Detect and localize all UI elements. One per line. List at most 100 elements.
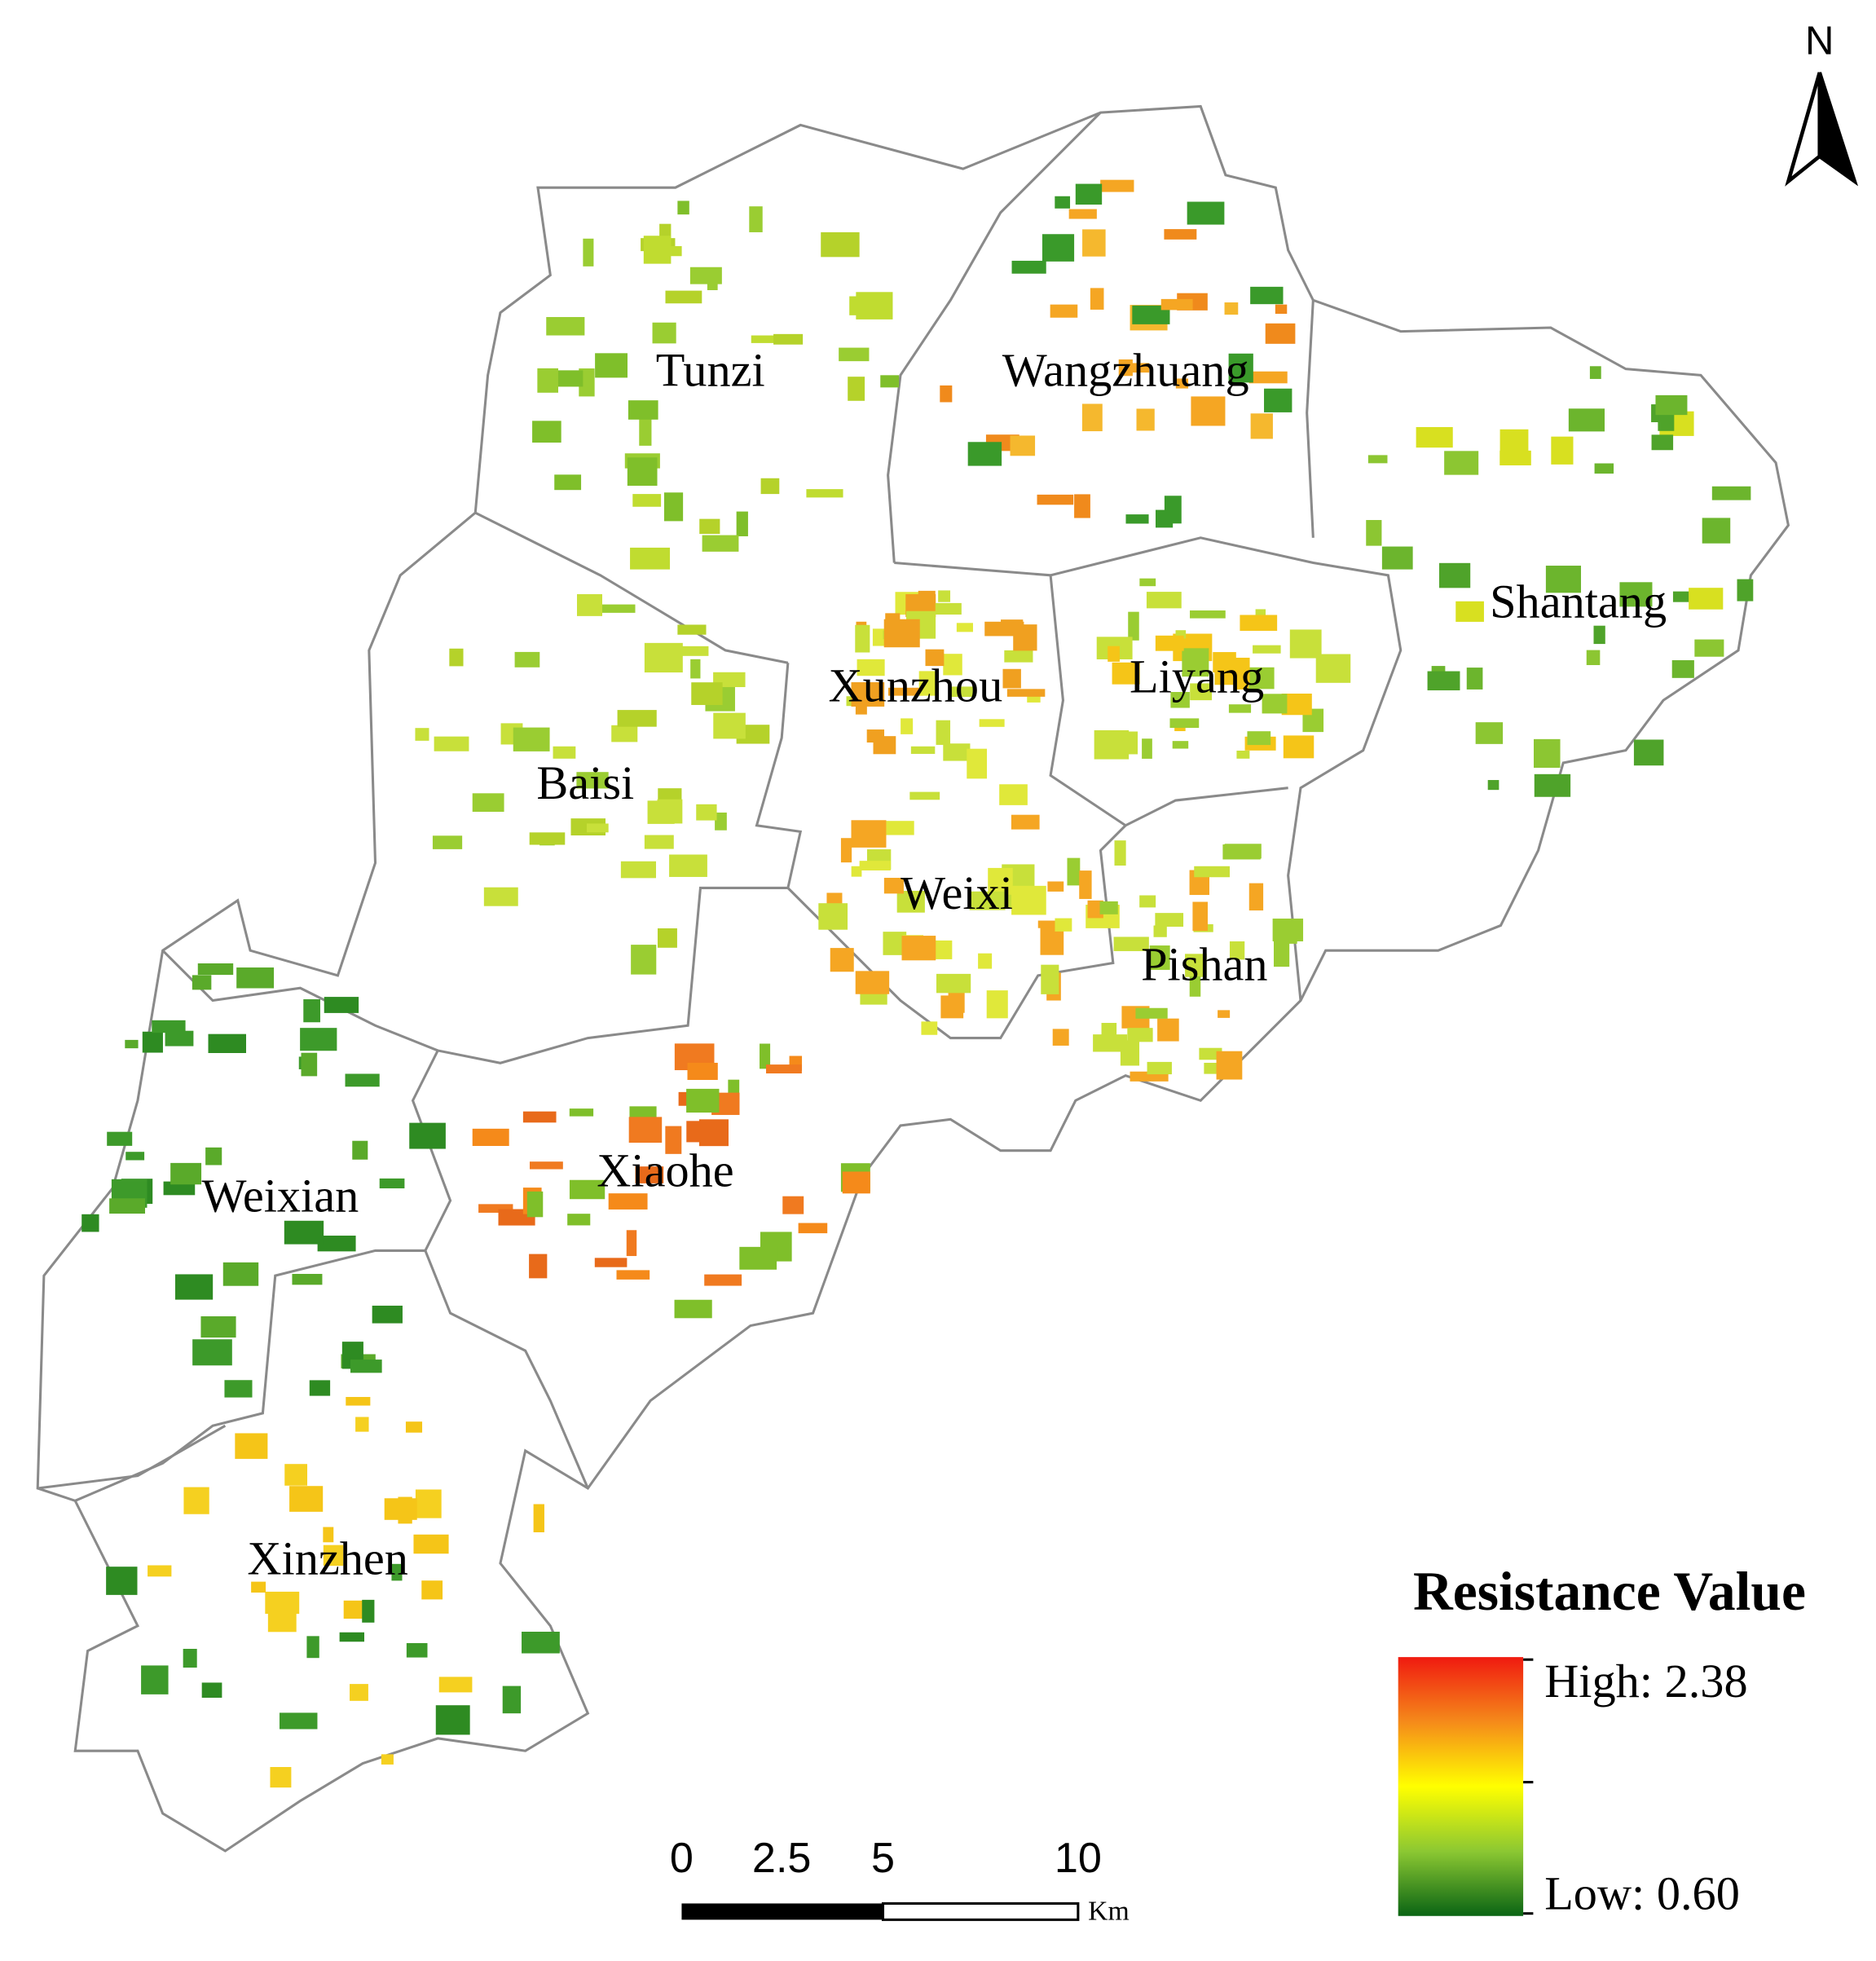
land-patch: [751, 335, 776, 343]
land-patch: [901, 936, 936, 961]
land-patch: [671, 245, 682, 257]
land-patch: [355, 1417, 369, 1432]
land-patch: [1082, 229, 1106, 257]
resistance-patches: [81, 179, 1754, 1788]
land-patch: [109, 1198, 146, 1214]
land-patch: [1289, 629, 1322, 659]
land-patch: [1074, 494, 1090, 518]
land-patch: [432, 835, 463, 849]
land-patch: [346, 1396, 371, 1406]
land-patch: [303, 999, 320, 1023]
land-patch: [345, 1073, 380, 1087]
land-patch: [1147, 1061, 1172, 1075]
land-patch: [677, 624, 707, 635]
land-patch: [192, 1339, 232, 1366]
land-patch: [1189, 976, 1201, 997]
land-patch: [141, 1665, 169, 1694]
land-patch: [406, 1642, 428, 1658]
land-patch: [106, 1567, 138, 1595]
town-label: Xunzhou: [829, 659, 1003, 712]
north-label: N: [1805, 20, 1834, 64]
land-patch: [699, 518, 720, 535]
land-patch: [739, 1246, 777, 1270]
land-patch: [409, 1122, 446, 1149]
land-patch: [1594, 463, 1614, 474]
land-patch: [586, 823, 609, 833]
land-patch: [339, 1632, 364, 1642]
town-label: Xinzhen: [247, 1531, 408, 1584]
land-patch: [938, 590, 951, 602]
land-patch: [413, 1534, 449, 1554]
land-patch: [616, 1270, 650, 1280]
land-patch: [798, 1223, 828, 1234]
color-ramp: [1398, 1657, 1524, 1916]
land-patch: [478, 1204, 513, 1213]
land-patch: [782, 1196, 804, 1214]
land-patch: [1273, 937, 1290, 967]
land-patch: [183, 1487, 209, 1514]
scale-label: 2.5: [752, 1835, 812, 1882]
land-patch: [529, 1254, 548, 1279]
land-patch: [883, 878, 904, 894]
town-label: Baisi: [536, 756, 634, 809]
land-patch: [595, 353, 628, 378]
land-patch: [883, 619, 920, 648]
land-patch: [324, 997, 359, 1013]
land-patch: [1593, 625, 1605, 645]
land-patch: [1169, 718, 1200, 729]
land-patch: [1094, 729, 1130, 760]
land-patch: [1366, 520, 1382, 546]
land-patch: [630, 547, 671, 570]
land-patch: [1229, 941, 1245, 960]
land-patch: [1093, 1034, 1128, 1052]
land-patch: [309, 1380, 331, 1396]
land-patch: [165, 1030, 194, 1047]
land-patch: [546, 316, 585, 336]
land-patch: [1651, 434, 1674, 451]
land-patch: [1262, 694, 1288, 714]
land-patch: [1149, 945, 1170, 970]
land-patch: [1194, 866, 1230, 878]
land-patch: [848, 377, 865, 401]
land-patch: [522, 1111, 557, 1123]
land-patch: [1248, 883, 1264, 911]
land-patch: [1001, 619, 1024, 636]
land-patch: [1135, 1007, 1168, 1019]
land-patch: [901, 718, 914, 734]
land-patch: [569, 1179, 606, 1200]
land-patch: [1126, 363, 1150, 373]
land-patch: [306, 1636, 319, 1659]
scale-label: 0: [670, 1835, 694, 1882]
town-label: Pishan: [1141, 938, 1267, 991]
land-patch: [669, 854, 707, 877]
land-patch: [1545, 566, 1582, 593]
land-patch: [687, 1062, 718, 1080]
land-patch: [979, 719, 1005, 727]
land-patch: [644, 642, 683, 673]
land-patch: [1011, 814, 1040, 830]
land-patch: [749, 206, 763, 232]
land-patch: [1702, 518, 1731, 544]
land-patch: [362, 1599, 375, 1623]
land-patch: [532, 421, 561, 443]
land-patch: [936, 973, 971, 994]
land-patch: [449, 648, 464, 667]
land-patch: [1619, 582, 1653, 607]
land-patch: [948, 988, 965, 1013]
land-patch: [856, 292, 893, 319]
land-patch: [842, 1171, 870, 1194]
arrow-left: [1785, 72, 1822, 187]
land-patch: [1248, 667, 1275, 690]
land-patch: [284, 1464, 308, 1486]
land-patch: [1079, 870, 1092, 899]
land-patch: [631, 945, 657, 975]
land-patch: [1222, 844, 1261, 860]
land-patch: [818, 903, 848, 930]
land-patch: [323, 1545, 344, 1567]
land-patch: [936, 720, 951, 745]
land-patch: [1236, 750, 1250, 759]
land-patch: [81, 1214, 99, 1232]
land-patch: [251, 1581, 266, 1593]
land-patch: [1381, 546, 1413, 570]
land-patch: [1250, 286, 1284, 305]
